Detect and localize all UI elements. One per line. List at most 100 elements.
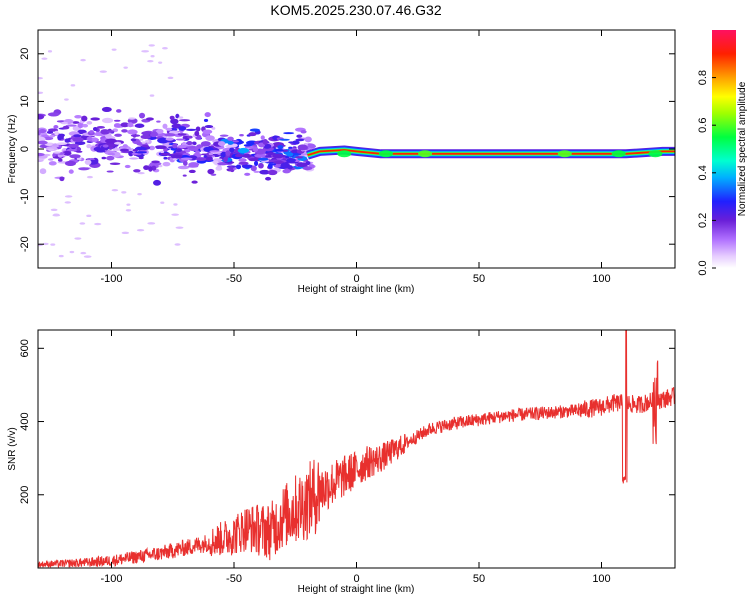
spectrogram-cell <box>128 150 134 157</box>
x-tick-label: -50 <box>226 573 242 585</box>
spectrogram-cell <box>89 130 94 134</box>
spectrogram-cell <box>100 129 110 135</box>
spectrogram-cell <box>91 137 98 143</box>
spectrogram-cell <box>269 163 277 166</box>
spectrogram-cell <box>64 201 71 204</box>
spectrogram-cell <box>160 201 165 204</box>
spectrogram-cell <box>86 144 92 149</box>
spectrogram-cell <box>173 203 178 206</box>
spectrogram-cell <box>47 50 53 53</box>
spectrogram-cell <box>272 153 284 159</box>
spectrogram-cell <box>244 146 256 149</box>
spectrogram-cell <box>59 134 64 140</box>
spectrogram-cell <box>125 209 132 212</box>
spectrogram-cell <box>109 162 121 165</box>
spectrogram-cell <box>229 147 235 153</box>
spectrogram-cell <box>225 144 235 148</box>
spectrogram-cell <box>272 135 279 141</box>
snr-y-label: SNR (v/v) <box>7 427 18 470</box>
spectrogram-cell <box>60 121 69 125</box>
spectrogram-cell <box>282 169 291 174</box>
spectrogram-cell <box>244 172 251 176</box>
spectrogram-cell <box>142 144 149 148</box>
spectrogram-cell <box>64 138 71 143</box>
spectrogram-cell <box>38 152 45 157</box>
spectrogram-cell <box>121 191 127 194</box>
spectrogram-cell <box>294 156 304 159</box>
spectrogram-cell <box>242 164 253 169</box>
spectrogram-cell <box>68 143 79 148</box>
spectrogram-cell <box>38 114 45 120</box>
spectrogram-cell <box>177 133 187 136</box>
spectrogram-cell <box>114 133 122 137</box>
spectrogram-cell <box>69 250 75 254</box>
spectrogram-cell <box>141 50 150 53</box>
spectrogram-cell <box>116 109 122 113</box>
spectrogram-cell <box>102 144 109 148</box>
spectrogram-cell <box>53 213 60 216</box>
spectrogram-cell <box>183 160 188 166</box>
spectrogram-cell <box>253 170 260 173</box>
spectrogram-cell <box>127 129 138 135</box>
spectrogram-cell <box>162 47 168 50</box>
spectrogram-cell <box>259 169 270 175</box>
spectrogram-cell <box>53 125 59 129</box>
spectrogram-cell <box>126 203 131 206</box>
spectrogram-ridge-patch <box>418 150 433 158</box>
spectrogram-cell <box>62 125 70 130</box>
spectrogram-cell <box>133 169 141 173</box>
snr-x-ticks: -100 -50 0 50 100 <box>100 330 611 585</box>
spectrogram-cell <box>119 148 130 152</box>
spectrogram-cell <box>106 155 115 161</box>
spectrogram-cell <box>134 123 145 128</box>
spectrogram-cell <box>136 229 145 232</box>
spectrogram-cell <box>39 168 47 175</box>
spectrogram-cell <box>170 118 179 125</box>
x-tick-label: -100 <box>100 573 122 585</box>
colorbar-ticks: 0.0 0.2 0.4 0.6 0.8 <box>697 70 716 276</box>
spectrogram-cell <box>57 158 63 162</box>
spectrogram-cell <box>205 135 215 141</box>
spectrogram-cell <box>252 146 259 153</box>
spectrogram-cell <box>243 144 252 147</box>
spectrogram-cell <box>69 154 81 159</box>
spectrogram-cell <box>66 148 78 152</box>
spectrogram-cell <box>38 129 47 134</box>
spectrogram-ridge-patch <box>378 150 393 158</box>
spectrogram-cell <box>92 126 98 132</box>
spectrogram-cell <box>165 137 174 141</box>
spectrogram-cell <box>302 166 313 171</box>
spectrogram-y-label: Frequency (Hz) <box>7 115 18 184</box>
spectrogram-cell <box>171 213 179 216</box>
snr-panel: -100 -50 0 50 100 200 400 600 Height of straig… <box>7 329 676 595</box>
colorbar-gradient <box>712 30 736 268</box>
spectrogram-cell <box>79 222 86 225</box>
spectrogram-cell <box>177 144 189 149</box>
spectrogram-cell <box>47 148 55 151</box>
spectrogram-cell <box>131 152 139 155</box>
spectrogram-cell <box>104 133 112 139</box>
spectrogram-cell <box>296 162 308 168</box>
spectrogram-cell <box>121 231 130 235</box>
spectrogram-cell <box>156 129 164 134</box>
spectrogram-cell <box>127 122 134 128</box>
spectrogram-cell <box>204 112 211 118</box>
spectrogram-cell <box>227 140 234 145</box>
spectrogram-cell <box>260 135 265 140</box>
spectrogram-cell <box>273 160 285 165</box>
spectrogram-cell <box>129 157 139 160</box>
spectrogram-cell <box>213 158 223 161</box>
spectrogram-cell <box>267 169 278 176</box>
spectrogram-cell <box>248 158 258 162</box>
y-tick-label: 200 <box>19 486 31 504</box>
spectrogram-cell <box>254 153 266 158</box>
spectrogram-cell <box>191 180 198 184</box>
spectrogram-cell <box>186 140 193 146</box>
spectrogram-cell <box>175 226 184 229</box>
spectrogram-cell <box>101 156 107 160</box>
spectrogram-cell <box>95 131 102 135</box>
colorbar-tick-label: 0.8 <box>697 70 709 85</box>
spectrogram-cell <box>205 156 213 162</box>
spectrogram-cell <box>165 127 173 131</box>
spectrogram-cell <box>139 138 144 141</box>
